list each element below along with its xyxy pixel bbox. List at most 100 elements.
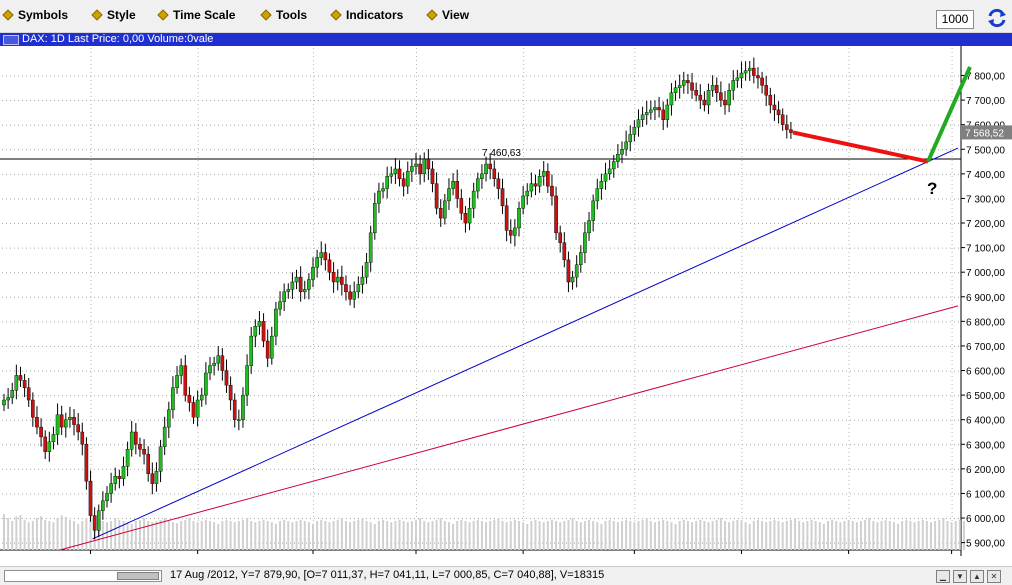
grid-line [346,76,347,77]
grid-line [914,198,915,199]
grid-line [218,248,219,249]
grid-line [858,420,859,421]
grid-line [366,76,367,77]
grid-line [438,174,439,175]
grid-line [606,76,607,77]
grid-line [798,444,799,445]
grid-line [394,198,395,199]
grid-line [838,518,839,519]
grid-line [426,174,427,175]
grid-line [502,174,503,175]
grid-line [138,125,139,126]
diamond-icon [330,9,341,20]
grid-line [718,248,719,249]
grid-line [498,420,499,421]
grid-line [318,346,319,347]
grid-line [6,125,7,126]
grid-line [654,395,655,396]
grid-line [630,100,631,101]
grid-line [442,543,443,544]
grid-line [914,371,915,372]
grid-line [482,493,483,494]
grid-line [754,223,755,224]
grid-line [578,76,579,77]
grid-line [514,174,515,175]
grid-line [46,223,47,224]
grid-line [150,297,151,298]
grid-line [346,346,347,347]
grid-line [562,223,563,224]
grid-line [282,100,283,101]
grid-line [178,469,179,470]
grid-line [730,444,731,445]
grid-line [386,272,387,273]
grid-line [398,100,399,101]
grid-line [206,469,207,470]
grid-line [910,444,911,445]
grid-line [178,395,179,396]
grid-line [726,223,727,224]
grid-line [910,125,911,126]
menu-view[interactable]: View [428,8,469,22]
grid-line [46,272,47,273]
menu-symbols[interactable]: Symbols [4,8,68,22]
grid-line [786,248,787,249]
grid-line [726,444,727,445]
grid-line [370,125,371,126]
grid-line [78,76,79,77]
grid-line [850,346,851,347]
grid-line [638,272,639,273]
grid-line [366,248,367,249]
grid-line [862,346,863,347]
grid-line [418,272,419,273]
refresh-icon[interactable] [986,7,1008,29]
grid-line [914,518,915,519]
grid-line [274,493,275,494]
grid-line [38,518,39,519]
grid-line [162,543,163,544]
grid-line [654,493,655,494]
grid-line [82,100,83,101]
grid-line [198,518,199,519]
grid-line [942,198,943,199]
window-icon[interactable] [3,35,19,45]
grid-line [870,444,871,445]
grid-line [306,100,307,101]
grid-line [134,395,135,396]
grid-line [814,444,815,445]
grid-line [438,248,439,249]
grid-line [622,125,623,126]
grid-line [462,125,463,126]
grid-line [918,420,919,421]
grid-line [898,493,899,494]
grid-line [26,420,27,421]
grid-line [362,444,363,445]
grid-line [862,272,863,273]
grid-line [146,543,147,544]
grid-line [6,469,7,470]
grid-line [866,321,867,322]
menu-style[interactable]: Style [93,8,136,22]
grid-line [66,493,67,494]
grid-line [586,346,587,347]
grid-line [650,125,651,126]
grid-line [262,444,263,445]
grid-line [178,444,179,445]
grid-line [522,223,523,224]
grid-line [726,198,727,199]
grid-line [946,149,947,150]
zoom-input[interactable]: 1000 [936,10,974,29]
grid-line [434,371,435,372]
grid-line [106,469,107,470]
grid-line [530,518,531,519]
grid-line [402,297,403,298]
grid-line [818,321,819,322]
grid-line [130,518,131,519]
menu-time-scale[interactable]: Time Scale [159,8,235,22]
grid-line [614,395,615,396]
menu-indicators[interactable]: Indicators [332,8,403,22]
grid-line [370,174,371,175]
grid-line [746,272,747,273]
menu-tools[interactable]: Tools [262,8,307,22]
grid-line [91,300,92,301]
